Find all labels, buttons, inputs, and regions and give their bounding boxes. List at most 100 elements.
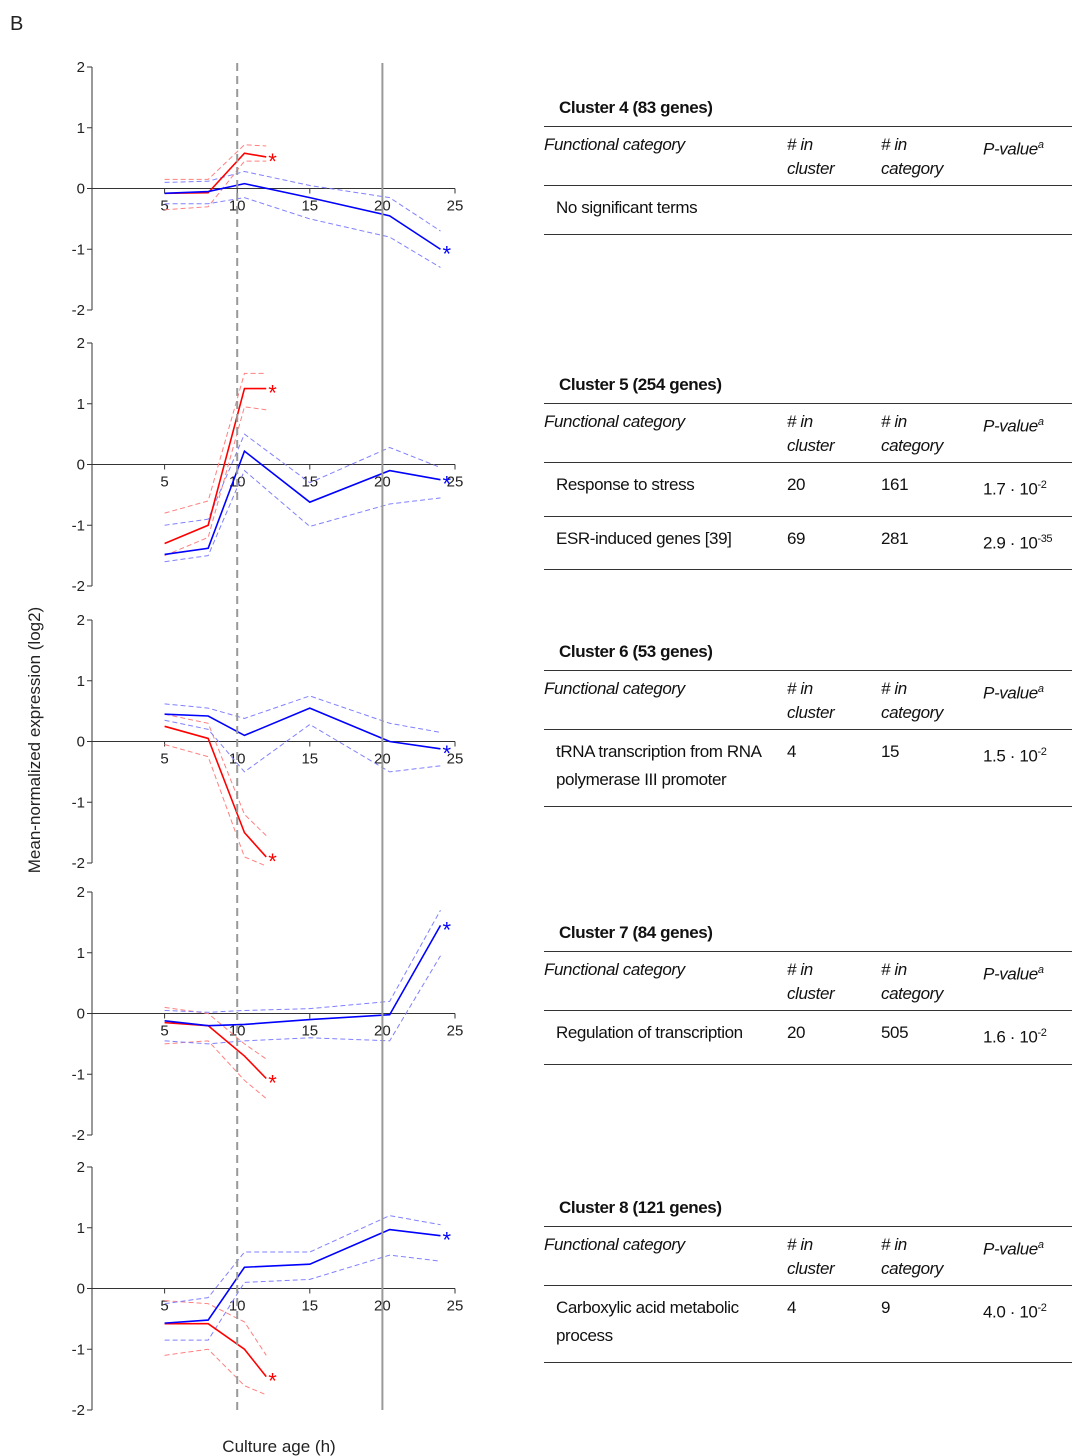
x-tick-label: 5 [160,474,168,491]
band-line [164,469,441,563]
band-line [164,1215,441,1305]
cell-text: Response to stress [556,475,695,494]
table-cell: 4 [787,730,881,807]
cell-text: # in category [881,679,944,722]
x-tick-label: 15 [301,1023,318,1040]
cluster-table: Cluster 8 (121 genes) Functional category… [544,1198,1072,1363]
superscript: -2 [1037,1027,1047,1039]
y-tick-label: 0 [77,1006,85,1023]
band-line [164,1254,441,1341]
header-cell: # in category [881,951,983,1011]
band-line [164,955,441,1045]
header-cell: # in cluster [787,1226,881,1286]
y-tick-label: -1 [72,1066,85,1083]
cell-text: ESR-induced genes [39] [556,528,732,548]
band-line [164,160,267,211]
superscript: a [1037,1239,1044,1251]
y-tick-label: -1 [72,241,85,258]
x-tick-label: 15 [301,474,318,491]
header-cell: # in category [881,1226,983,1286]
x-tick-label: 25 [447,474,464,491]
y-tick-label: 0 [77,181,85,198]
header-cell: # in category [881,670,983,730]
header-cell: Functional category [544,126,787,186]
y-tick-label: -2 [72,578,85,595]
table: Functional category # in cluster # in cate… [544,126,1072,235]
superscript: a [1037,683,1044,695]
table-title: Cluster 8 (121 genes) [559,1198,722,1217]
x-tick-label: 25 [447,1023,464,1040]
cell-text: # in category [881,135,944,178]
table-cell: 69 [787,515,881,570]
mean-line [164,925,442,1027]
significance-marker: * [442,472,451,497]
cell-text: 1.6 · 10 [983,1027,1038,1047]
mean-line [164,1228,441,1324]
table-row: Carboxylic acid metabolic process 4 9 4.0 ·… [544,1286,1072,1363]
table-cell: 9 [881,1286,983,1363]
table-cell: Response to stress [544,463,787,517]
cluster-table: Cluster 7 (84 genes) Functional category #… [544,923,1072,1065]
table-cell: No significant terms [544,186,1072,235]
band-line [164,1300,267,1356]
header-cell: # in cluster [787,126,881,186]
cell-text: Functional category [544,135,685,154]
table-title: Cluster 4 (83 genes) [559,98,713,117]
cell-text: 161 [881,475,909,494]
band-line [164,372,267,514]
y-tick-label: 2 [77,612,85,629]
table-row: ESR-induced genes [39] 69 281 2.9 · 10-35 [544,515,1072,570]
table: Functional category # in cluster # in cate… [544,951,1072,1065]
cell-text: # in cluster [787,1235,835,1278]
cell-text: 69 [787,528,806,548]
header-cell: # in category [881,126,983,186]
y-tick-label: 2 [77,335,85,352]
cell-text: 2.9 · 10 [983,533,1038,553]
cell-text: Regulation of transcription [556,1023,743,1042]
cell-text: 1.7 · 10 [983,479,1038,499]
y-tick-label: -2 [72,302,85,319]
y-tick-label: 1 [77,120,85,137]
significance-marker: * [268,149,277,174]
y-tick-label: 0 [77,1281,85,1298]
y-tick-label: -2 [72,855,85,872]
cell-text: P-value [983,964,1038,984]
table-cell: 4.0 · 10-2 [983,1286,1072,1363]
x-tick-label: 25 [447,1298,464,1315]
band-line [164,1040,267,1099]
cell-text: 15 [881,742,900,761]
y-tick-label: 1 [77,945,85,962]
significance-marker: * [268,1369,277,1394]
cell-text: # in category [881,412,944,455]
superscript: a [1037,964,1044,976]
significance-marker: * [268,849,277,874]
x-axis-label: Culture age (h) [222,1437,335,1456]
cell-text: # in cluster [787,412,835,455]
table-row: Regulation of transcription 20 505 1.6 · 10… [544,1011,1072,1065]
band-line [164,1006,267,1060]
y-tick-label: -1 [72,517,85,534]
mean-line [164,152,267,195]
cell-text: Functional category [544,679,685,698]
y-tick-label: 1 [77,673,85,690]
y-tick-label: 0 [77,734,85,751]
superscript: -2 [1037,1302,1047,1314]
table-cell: 161 [881,463,983,517]
band-line [164,695,441,733]
table-row: tRNA transcription from RNA polymerase I… [544,730,1072,807]
superscript: -2 [1037,746,1047,758]
cluster-table: Cluster 4 (83 genes) Functional category #… [544,98,1072,235]
y-tick-label: 2 [77,884,85,901]
cell-text: 4 [787,1298,797,1317]
cell-text: # in category [881,1235,944,1278]
mean-line [164,707,441,750]
header-cell: P-valuea [983,126,1072,186]
header-cell: # in cluster [787,951,881,1011]
table-cell: Carboxylic acid metabolic process [544,1286,787,1363]
header-row: Functional category # in cluster # in cate… [544,403,1072,463]
x-tick-label: 15 [301,751,318,768]
table-title: Cluster 6 (53 genes) [559,642,713,661]
cell-text: Functional category [544,960,685,979]
cell-text: 20 [787,1023,806,1042]
